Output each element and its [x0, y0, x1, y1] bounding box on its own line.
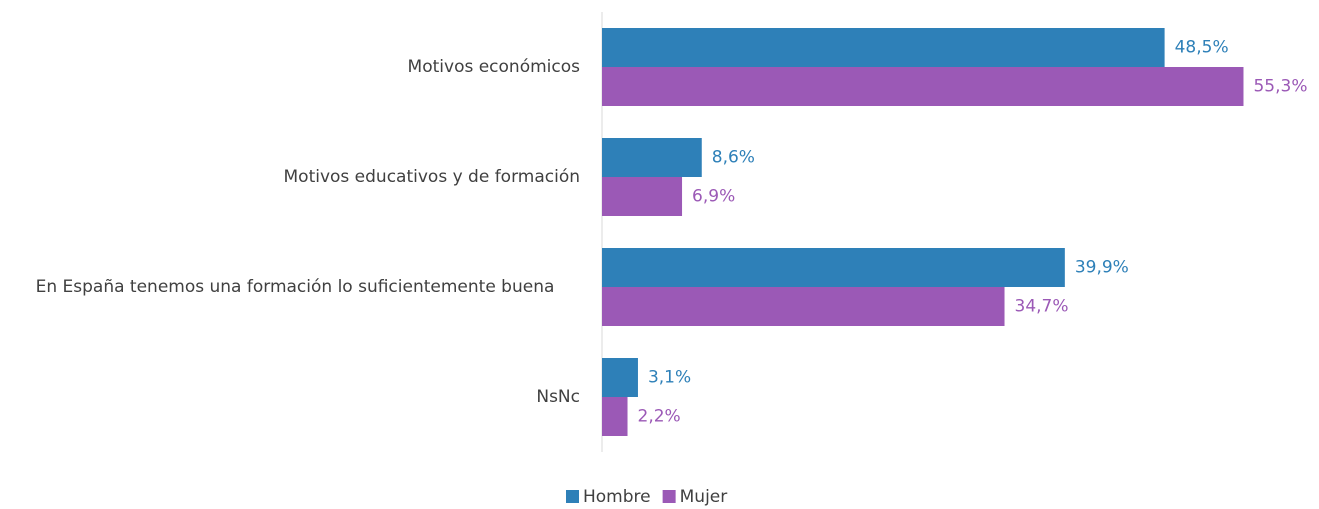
category-label: Motivos económicos: [407, 57, 580, 77]
bar: [602, 397, 628, 436]
value-label: 48,5%: [1175, 38, 1229, 58]
value-label: 39,9%: [1075, 258, 1129, 278]
bar: [602, 358, 638, 397]
bar: [602, 138, 702, 177]
bar: [602, 67, 1244, 106]
value-label: 8,6%: [712, 148, 755, 168]
legend-swatch: [566, 490, 579, 503]
category-label: NsNc: [536, 387, 580, 407]
legend-label: Hombre: [583, 487, 651, 507]
category-label: En España tenemos una formación lo sufic…: [35, 277, 555, 297]
value-label: 34,7%: [1015, 297, 1069, 317]
value-label: 2,2%: [638, 407, 681, 427]
value-label: 3,1%: [648, 368, 691, 388]
bar: [602, 287, 1005, 326]
bar: [602, 177, 683, 216]
category-label: Motivos educativos y de formación: [283, 167, 581, 187]
bar: [602, 28, 1165, 67]
legend-swatch: [662, 490, 676, 503]
legend-label: Mujer: [680, 487, 728, 507]
value-label: 55,3%: [1253, 77, 1307, 97]
value-label: 6,9%: [692, 187, 735, 207]
bar: [602, 248, 1065, 287]
